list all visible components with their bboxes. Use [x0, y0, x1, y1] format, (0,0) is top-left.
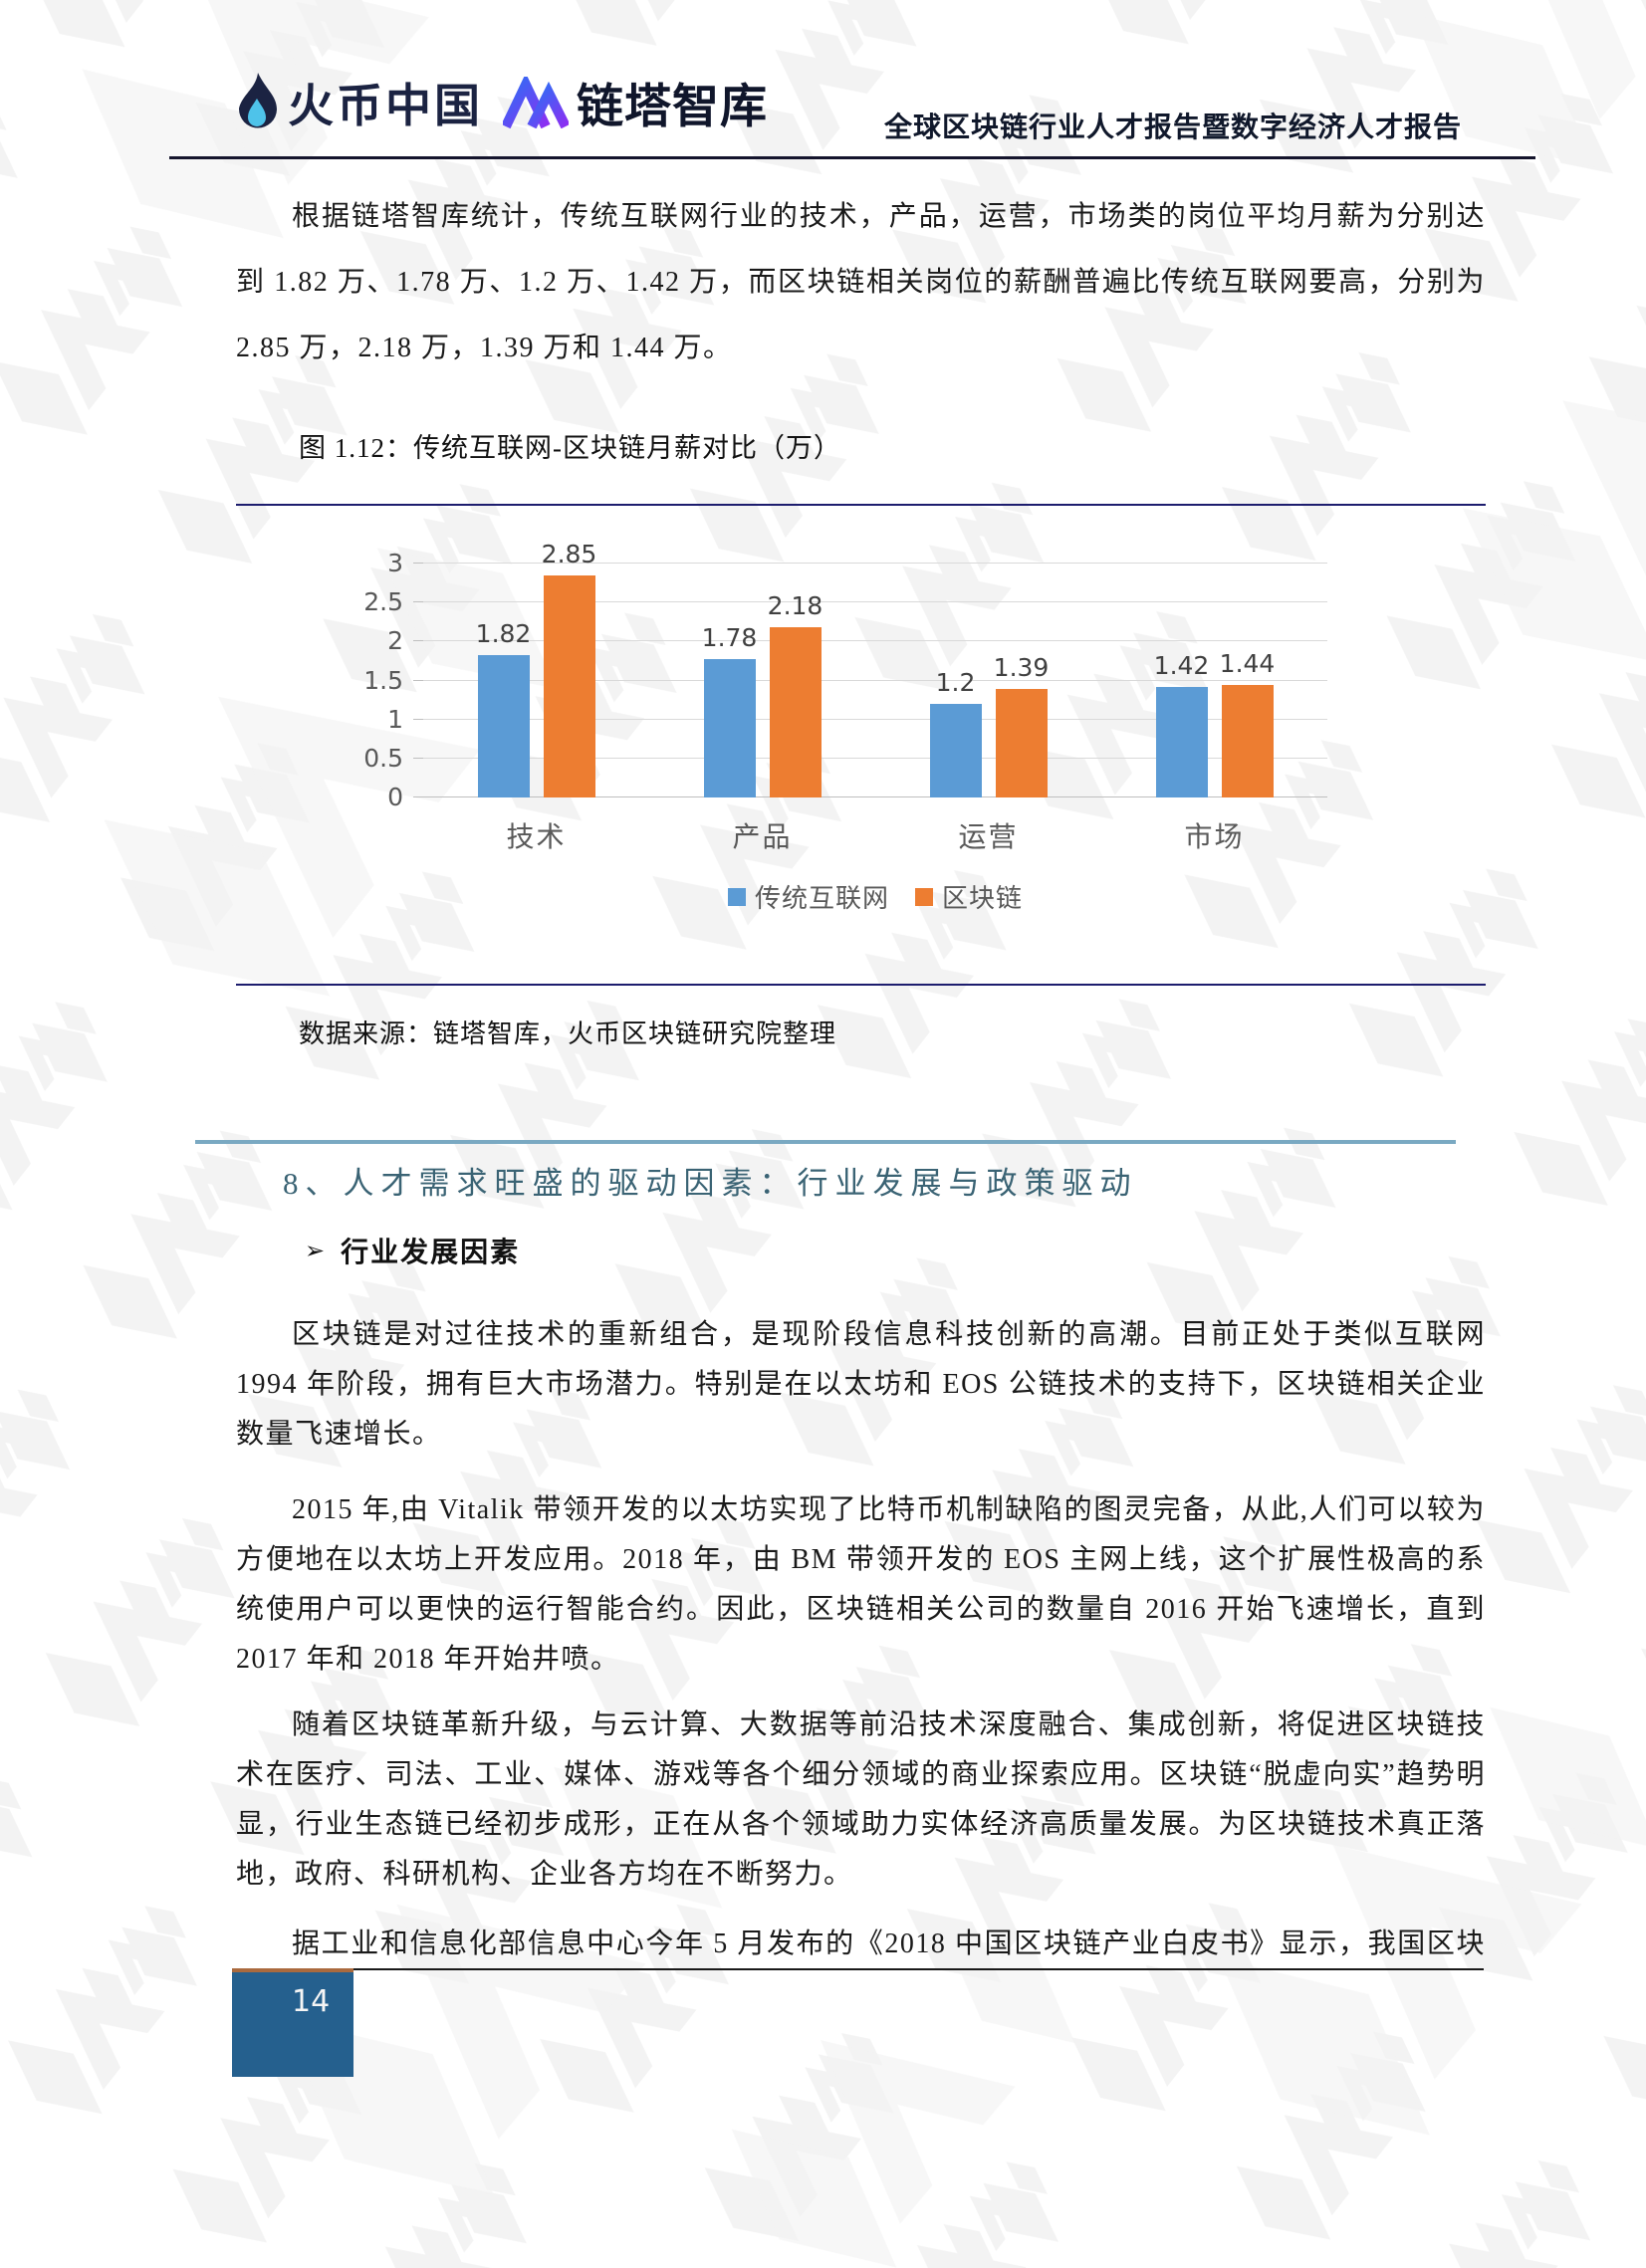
legend-swatch-icon — [727, 887, 746, 906]
y-axis-tick-label: 1.5 — [363, 665, 403, 695]
report-title: 全球区块链行业人才报告暨数字经济人才报告 — [883, 113, 1462, 143]
legend-label: 区块链 — [942, 884, 1024, 913]
lianta-logo-text: 链塔智库 — [577, 80, 768, 132]
bar-value-label: 1.42 — [1153, 650, 1210, 680]
figure-bottom-rule — [236, 984, 1486, 986]
bar-value-label: 1.78 — [701, 622, 758, 652]
bar-value-label: 2.85 — [541, 539, 597, 568]
x-axis-category-label: 市场 — [1184, 822, 1245, 853]
chart-legend: 传统互联网 区块链 — [423, 878, 1327, 915]
y-tickmark — [413, 757, 423, 759]
footer-divider — [236, 1968, 1484, 1970]
paragraph: 随着区块链革新升级，与云计算、大数据等前沿技术深度融合、集成创新，将促进区块链技… — [236, 1709, 1486, 1890]
figure-top-rule — [236, 504, 1486, 506]
arrow-bullet-icon: ➢ — [305, 1237, 326, 1264]
x-axis-category-label: 技术 — [506, 822, 567, 853]
section-bullet: ➢ 行业发展因素 — [305, 1231, 520, 1270]
bar-区块链: 1.39 — [994, 653, 1049, 797]
bar-传统互联网: 1.82 — [476, 619, 531, 797]
bar-group: 1.78 2.18 — [649, 564, 875, 797]
page-number-box: 14 — [232, 1968, 353, 2077]
bar-传统互联网: 1.2 — [929, 668, 982, 797]
x-axis-category-label: 产品 — [732, 822, 793, 853]
x-axis-category-label: 运营 — [958, 822, 1019, 853]
legend-item: 传统互联网 — [727, 878, 889, 915]
legend-item: 区块链 — [915, 878, 1023, 915]
y-tickmark — [413, 563, 423, 564]
legend-label: 传统互联网 — [754, 884, 889, 913]
bar-区块链: 2.18 — [768, 591, 823, 797]
bar-value-label: 1.82 — [475, 619, 532, 649]
header-divider — [169, 156, 1535, 159]
bar-value-label: 2.18 — [767, 591, 823, 621]
bar-group: 1.82 2.85 — [423, 540, 649, 797]
bar-group: 1.2 1.39 — [875, 564, 1101, 797]
header-logos: 火币中国 链塔智库 — [236, 68, 768, 136]
huobi-logo-text: 火币中国 — [288, 79, 483, 131]
bar-区块链: 1.44 — [1220, 649, 1275, 797]
section-divider — [195, 1140, 1456, 1144]
y-axis-tick-label: 1 — [387, 704, 403, 734]
bar-value-label: 1.2 — [935, 668, 976, 697]
page-number: 14 — [292, 1984, 331, 2019]
bar-group: 1.42 1.44 — [1101, 564, 1327, 797]
figure-source: 数据来源：链塔智库，火币区块链研究院整理 — [299, 1020, 837, 1048]
lianta-m-icon — [503, 76, 569, 128]
paragraph: 根据链塔智库统计，传统互联网行业的技术，产品，运营，市场类的岗位平均月薪为分别达… — [236, 201, 1486, 363]
y-axis-tick-label: 3 — [387, 549, 403, 577]
figure-caption: 图 1.12：传统互联网-区块链月薪对比（万） — [299, 433, 841, 463]
bar-传统互联网: 1.42 — [1154, 651, 1209, 797]
chart-plot: 0 0.5 1 1.5 2 2.5 3 1.82 2.85 技术 1.78 2.18 产品 1.2 1.39… — [363, 540, 1327, 853]
paragraph: 区块链是对过往技术的重新组合，是现阶段信息科技创新的高潮。目前正处于类似互联网 … — [236, 1319, 1486, 1450]
bar-value-label: 1.39 — [993, 653, 1050, 683]
bar-传统互联网: 1.78 — [702, 623, 757, 797]
y-tickmark — [413, 679, 423, 681]
y-axis-tick-label: 0 — [387, 783, 403, 811]
y-tickmark — [413, 718, 423, 720]
y-axis-tick-label: 0.5 — [363, 743, 403, 773]
bar-区块链: 2.85 — [542, 540, 596, 797]
section-heading: 8、人才需求旺盛的驱动因素：行业发展与政策驱动 — [283, 1166, 1138, 1201]
paragraph: 2015 年,由 Vitalik 带领开发的以太坊实现了比特币机制缺陷的图灵完备… — [236, 1494, 1486, 1675]
bar-value-label: 1.44 — [1219, 649, 1276, 679]
y-tickmark — [413, 640, 423, 642]
y-tickmark — [413, 796, 423, 797]
legend-swatch-icon — [915, 887, 933, 906]
bullet-label: 行业发展因素 — [341, 1238, 521, 1268]
y-axis-tick-label: 2 — [387, 626, 403, 656]
huobi-flame-icon — [238, 72, 277, 128]
y-tickmark — [413, 601, 423, 603]
y-axis-tick-label: 2.5 — [363, 587, 403, 617]
